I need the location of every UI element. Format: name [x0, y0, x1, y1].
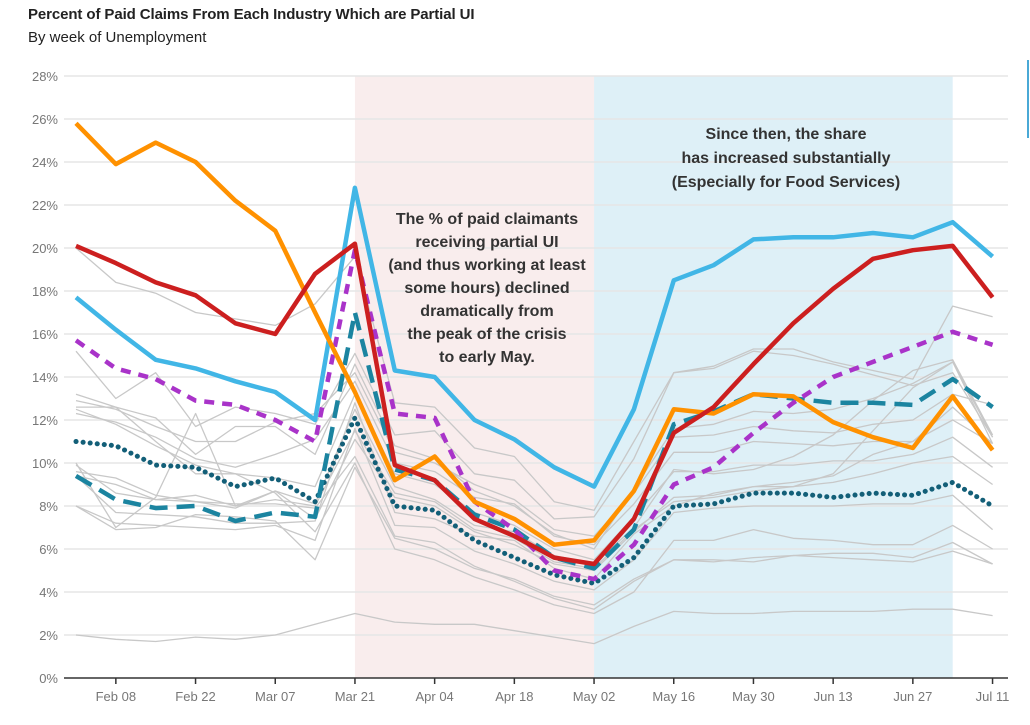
background-series-line — [75, 608, 993, 645]
x-tick-label: Feb 22 — [175, 689, 215, 704]
x-tick-label: Mar 07 — [255, 689, 295, 704]
background-series-line — [75, 408, 993, 615]
series-line-teal-dotted-series — [73, 415, 996, 586]
x-tick-label: Jun 13 — [814, 689, 853, 704]
x-tick-label: May 02 — [573, 689, 616, 704]
x-axis: Feb 08 Feb 22 Mar 07 Mar 21 Apr 04 Apr 18 May … — [64, 677, 1010, 704]
background-series-line — [75, 402, 993, 580]
y-tick-label: 6% — [39, 542, 58, 557]
x-tick-label: Jul 11 — [976, 689, 1010, 704]
y-tick-label: 4% — [39, 585, 58, 600]
annotation-recovery-line: (Especially for Food Services) — [672, 174, 901, 191]
y-tick-label: 0% — [39, 671, 58, 686]
x-tick-label: Apr 04 — [415, 689, 453, 704]
annotation-decline-line: the peak of the crisis — [407, 326, 566, 343]
y-tick-label: 8% — [39, 499, 58, 514]
background-series-line — [75, 427, 994, 591]
y-tick-label: 28% — [32, 69, 58, 84]
y-tick-label: 20% — [32, 241, 58, 256]
y-tick-label: 14% — [32, 370, 58, 385]
annotation-decline-line: some hours) declined — [404, 280, 569, 297]
annotation-recovery-line: Since then, the share — [706, 126, 867, 143]
x-tick-label: Feb 08 — [96, 689, 136, 704]
series-line-orange-series — [74, 121, 995, 547]
background-series-line — [75, 380, 994, 546]
y-tick-label: 18% — [32, 284, 58, 299]
y-tick-label: 12% — [32, 413, 58, 428]
y-tick-label: 24% — [32, 155, 58, 170]
y-tick-label: 22% — [32, 198, 58, 213]
annotations: The % of paid claimants receiving partial… — [388, 126, 900, 366]
series-line-teal-dashed-series — [74, 310, 994, 571]
y-tick-label: 2% — [39, 628, 58, 643]
annotation-decline-line: The % of paid claimants — [396, 211, 578, 228]
annotation-decline-line: receiving partial UI — [415, 234, 558, 251]
edge-accent-line — [1027, 60, 1029, 138]
series-line-purple-dashed-series — [74, 247, 994, 582]
background-series-line — [75, 455, 993, 610]
annotation-decline-line: to early May. — [439, 349, 535, 366]
background-series-line — [76, 393, 993, 561]
highlighted-series — [73, 121, 996, 586]
series-line-light-blue-series — [74, 185, 995, 489]
x-tick-label: May 30 — [732, 689, 775, 704]
background-series-line — [75, 359, 994, 565]
chart-title: Percent of Paid Claims From Each Industr… — [28, 6, 475, 23]
chart-subtitle: By week of Unemployment — [28, 29, 207, 46]
y-tick-label: 26% — [32, 112, 58, 127]
background-series-line — [75, 372, 993, 537]
background-series-line — [75, 466, 993, 606]
y-tick-label: 16% — [32, 327, 58, 342]
series-line-red-series — [75, 241, 995, 567]
x-tick-label: Jun 27 — [893, 689, 932, 704]
annotation-decline-line: (and thus working at least — [388, 257, 586, 274]
y-axis-ticks: 0% 2% 4% 6% 8% 10% 12% 14% 16% 18% 20% 22% 24% 26% 28% — [32, 69, 58, 686]
background-series-line — [75, 305, 993, 520]
background-series — [75, 247, 994, 645]
annotation-recovery-line: has increased substantially — [682, 150, 891, 167]
x-tick-label: Apr 18 — [495, 689, 533, 704]
x-tick-label: May 16 — [652, 689, 695, 704]
annotation-decline-line: dramatically from — [420, 303, 553, 320]
y-tick-label: 10% — [32, 456, 58, 471]
x-tick-label: Mar 21 — [335, 689, 375, 704]
